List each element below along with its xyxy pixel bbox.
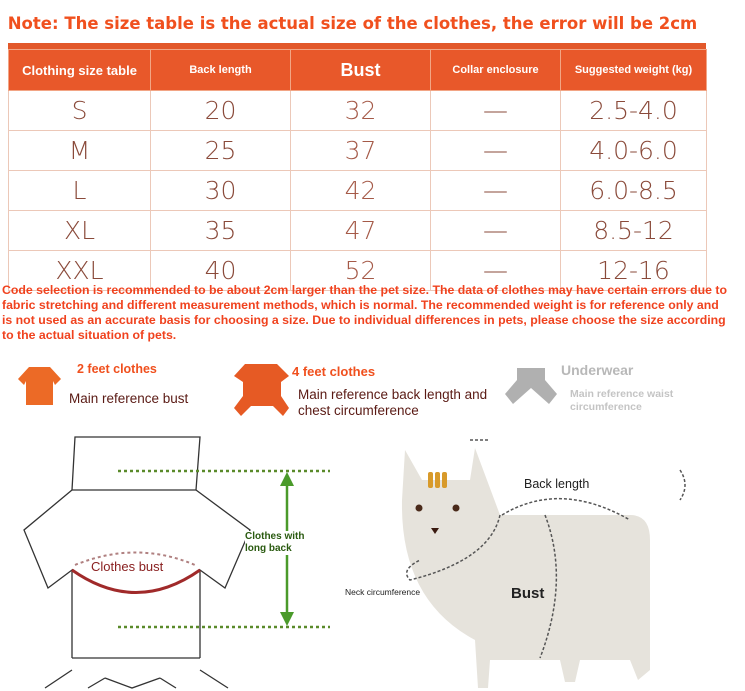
cell-weight: 6.0-8.5 bbox=[560, 170, 707, 211]
clothes-diagram bbox=[23, 436, 330, 689]
table-row: XXL 40 52—12-16 bbox=[8, 250, 707, 291]
header-collar: Collar enclosure bbox=[430, 49, 561, 91]
size-table: Clothing size table Back length Bust Col… bbox=[8, 49, 707, 291]
cell-back-length: 40 bbox=[150, 250, 291, 291]
cell-size: XL bbox=[8, 210, 151, 251]
cell-bust: 37 bbox=[290, 130, 431, 171]
header-bust: Bust bbox=[290, 49, 431, 91]
table-row: L 30 42—6.0-8.5 bbox=[8, 170, 707, 211]
cell-size: S bbox=[8, 90, 151, 131]
header-back-length: Back length bbox=[150, 49, 291, 91]
cell-collar: — bbox=[430, 170, 561, 211]
type-desc-underwear: Main reference waist circumference bbox=[570, 388, 674, 413]
cell-weight: 8.5-12 bbox=[560, 210, 707, 251]
cell-back-length: 20 bbox=[150, 90, 291, 131]
header-weight: Suggested weight (kg) bbox=[560, 49, 707, 91]
back-length-label: Back length bbox=[524, 477, 590, 491]
type-title-underwear: Underwear bbox=[561, 362, 634, 378]
underwear-icon bbox=[505, 368, 557, 404]
cell-bust: 47 bbox=[290, 210, 431, 251]
table-top-bar bbox=[8, 43, 706, 49]
long-back-label-line1: Clothes with bbox=[245, 531, 305, 542]
clothes-bust-label: Clothes bust bbox=[91, 559, 164, 574]
cat-diagram bbox=[401, 439, 686, 688]
cat-body bbox=[401, 448, 650, 688]
cell-collar: — bbox=[430, 130, 561, 171]
cell-bust: 52 bbox=[290, 250, 431, 291]
cell-size: M bbox=[8, 130, 151, 171]
cell-bust: 32 bbox=[290, 90, 431, 131]
type-desc-4-feet: Main reference back length and chest cir… bbox=[298, 387, 488, 418]
disclaimer-text: Code selection is recommended to be abou… bbox=[2, 283, 728, 342]
cell-back-length: 25 bbox=[150, 130, 291, 171]
cell-back-length: 35 bbox=[150, 210, 291, 251]
table-row: M 25 37—4.0-6.0 bbox=[8, 130, 707, 171]
cell-size: L bbox=[8, 170, 151, 211]
cell-weight: 4.0-6.0 bbox=[560, 130, 707, 171]
long-back-label-line2: long back bbox=[245, 543, 292, 554]
four-feet-clothes-icon bbox=[234, 364, 289, 416]
cell-back-length: 30 bbox=[150, 170, 291, 211]
table-row: XL 35 47—8.5-12 bbox=[8, 210, 707, 251]
cell-collar: — bbox=[430, 90, 561, 131]
cell-size: XXL bbox=[8, 250, 151, 291]
long-back-label: Clothes with long back bbox=[245, 531, 305, 555]
header-size: Clothing size table bbox=[8, 49, 151, 91]
table-header-row: Clothing size table Back length Bust Col… bbox=[8, 49, 707, 91]
type-title-4-feet: 4 feet clothes bbox=[292, 364, 376, 379]
type-desc-2-feet: Main reference bust bbox=[69, 391, 189, 406]
cell-weight: 12-16 bbox=[560, 250, 707, 291]
neck-circumference-label: Neck circumference bbox=[345, 587, 421, 597]
table-row: S 20 32—2.5-4.0 bbox=[8, 90, 707, 131]
cell-bust: 42 bbox=[290, 170, 431, 211]
bust-label: Bust bbox=[511, 585, 545, 602]
cell-collar: — bbox=[430, 210, 561, 251]
size-note: Note: The size table is the actual size … bbox=[7, 14, 698, 33]
type-title-2-feet: 2 feet clothes bbox=[77, 362, 157, 376]
two-feet-clothes-icon bbox=[18, 367, 61, 405]
cell-weight: 2.5-4.0 bbox=[560, 90, 707, 131]
